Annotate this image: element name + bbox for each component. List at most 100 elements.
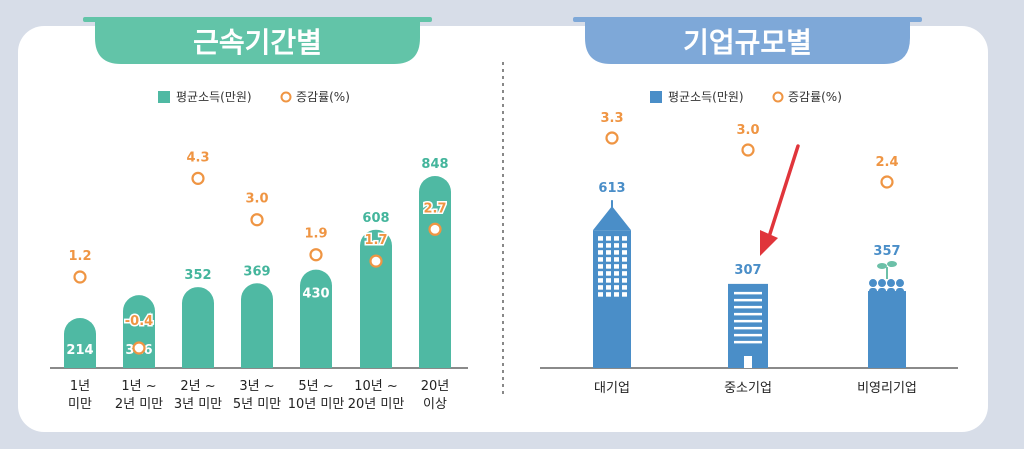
skyscraper-window: [614, 243, 619, 248]
tenure-rate-marker-5: [309, 248, 323, 262]
tenure-bar-1: [64, 318, 96, 368]
tenure-income-label-4: 369: [243, 264, 270, 279]
skyscraper-window: [606, 250, 611, 255]
tenure-legend-swatch: [158, 91, 170, 103]
skyscraper-window: [598, 250, 603, 255]
tenure-bar-4: [241, 283, 273, 368]
tenure-category-label-3-2: 3년 미만: [174, 397, 222, 412]
size-income-label-3: 357: [873, 244, 900, 259]
office-window-stripe: [734, 312, 762, 316]
skyscraper-window: [598, 236, 603, 241]
office-window-stripe: [734, 340, 762, 344]
skyscraper-window: [606, 292, 611, 297]
tenure-category-label-7-1: 20년: [421, 379, 450, 394]
tenure-category-label-6-1: 10년 ~: [354, 379, 398, 394]
skyscraper-window: [598, 243, 603, 248]
size-category-label-1: 대기업: [594, 381, 630, 396]
tenure-rate-label-5: 1.9: [304, 227, 327, 242]
size-rate-label-3: 2.4: [875, 155, 898, 170]
size-legend-bar-label: 평균소득(만원): [668, 90, 744, 104]
tenure-bar-2: [123, 295, 155, 368]
person-body-icon: [869, 288, 877, 298]
office-window-stripe: [734, 333, 762, 337]
tenure-category-label-4-1: 3년 ~: [239, 379, 274, 394]
office-door: [744, 356, 752, 368]
skyscraper-window: [614, 271, 619, 276]
tenure-rate-label-2: -0.4: [125, 314, 153, 329]
size-rate-label-2: 3.0: [736, 123, 759, 138]
tenure-rate-marker-4: [250, 213, 264, 227]
office-window-stripe: [734, 319, 762, 323]
tenure-rate-marker-6: [369, 254, 383, 268]
office-window-stripe: [734, 326, 762, 330]
skyscraper-window: [614, 257, 619, 262]
skyscraper-window: [598, 292, 603, 297]
skyscraper-window: [622, 257, 627, 262]
tenure-rate-label-1: 1.2: [68, 249, 91, 264]
size-title: 기업규모별: [683, 26, 812, 59]
size-bar-2: [728, 283, 768, 368]
size-banner: [585, 20, 910, 64]
skyscraper-window: [606, 257, 611, 262]
person-body-icon: [878, 288, 886, 298]
tenure-bar-6: [360, 229, 392, 368]
tenure-legend-marker-label: 증감률(%): [296, 90, 350, 104]
tenure-category-label-5-2: 10년 미만: [288, 397, 345, 412]
size-legend-marker-label: 증감률(%): [788, 90, 842, 104]
office-window-stripe: [734, 305, 762, 309]
tenure-category-label-2-2: 2년 미만: [115, 397, 163, 412]
size-rate-marker-1: [605, 131, 619, 145]
tenure-rate-label-3: 4.3: [186, 150, 209, 165]
tenure-category-label-7-2: 이상: [423, 397, 447, 412]
size-rate-label-1: 3.3: [600, 111, 623, 126]
tenure-rate-label-4: 3.0: [245, 192, 268, 207]
skyscraper-window: [614, 264, 619, 269]
skyscraper-window: [622, 243, 627, 248]
size-rate-marker-3: [880, 175, 894, 189]
tenure-rate-label-6: 1.7: [364, 233, 387, 248]
skyscraper-window: [622, 236, 627, 241]
skyscraper-window: [622, 285, 627, 290]
skyscraper-window: [622, 250, 627, 255]
size-income-label-1: 613: [598, 181, 625, 196]
red-arrow-head-icon: [760, 230, 778, 256]
skyscraper-window: [598, 271, 603, 276]
tenure-income-label-7: 848: [421, 157, 448, 172]
tenure-title: 근속기간별: [193, 26, 322, 59]
tenure-legend-marker: [280, 91, 292, 103]
skyscraper-window: [606, 278, 611, 283]
person-body-icon: [896, 288, 904, 298]
person-head-icon: [878, 279, 886, 288]
skyscraper-window: [606, 264, 611, 269]
size-rate-marker-2: [741, 143, 755, 157]
skyscraper-window: [614, 292, 619, 297]
tenure-category-label-1-2: 미만: [68, 397, 92, 412]
skyscraper-window: [622, 292, 627, 297]
tenure-bar-3: [182, 287, 214, 368]
size-legend-marker: [772, 91, 784, 103]
office-window-stripe: [734, 298, 762, 302]
skyscraper-window: [614, 285, 619, 290]
skyscraper-window: [614, 278, 619, 283]
skyscraper-window: [614, 236, 619, 241]
size-category-label-3: 비영리기업: [857, 381, 917, 396]
tenure-income-label-6: 608: [362, 211, 389, 226]
person-head-icon: [869, 279, 877, 288]
tenure-rate-marker-1: [73, 270, 87, 284]
skyscraper-window: [606, 271, 611, 276]
tenure-category-label-5-1: 5년 ~: [298, 379, 333, 394]
sprout-leaf-icon: [887, 261, 897, 268]
size-income-label-2: 307: [734, 263, 761, 278]
tenure-category-label-2-1: 1년 ~: [121, 379, 156, 394]
tenure-category-label-1-1: 1년: [70, 379, 90, 394]
tenure-category-label-4-2: 5년 미만: [233, 397, 281, 412]
size-category-label-2: 중소기업: [724, 381, 772, 396]
person-head-icon: [887, 279, 895, 288]
skyscraper-window: [622, 278, 627, 283]
skyscraper-window: [606, 243, 611, 248]
size-bar-1-roof: [593, 206, 631, 231]
